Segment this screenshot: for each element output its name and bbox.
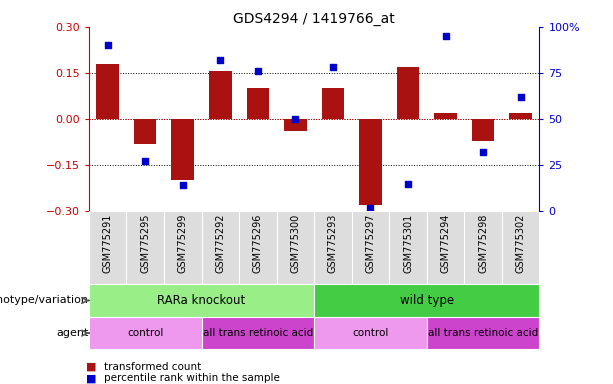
- Bar: [172, 119, 194, 180]
- Point: [140, 158, 150, 164]
- Text: all trans retinoic acid: all trans retinoic acid: [428, 328, 538, 338]
- Text: ■: ■: [86, 373, 96, 383]
- Text: GSM775291: GSM775291: [102, 214, 113, 273]
- Bar: [465, 211, 502, 284]
- Bar: [352, 211, 389, 284]
- Bar: [472, 119, 494, 141]
- Point: [291, 116, 300, 122]
- Bar: [359, 119, 382, 205]
- Bar: [314, 317, 427, 349]
- Bar: [314, 284, 539, 317]
- Point: [516, 94, 525, 100]
- Text: GSM775298: GSM775298: [478, 214, 488, 273]
- Bar: [509, 113, 532, 119]
- Point: [253, 68, 263, 74]
- Bar: [164, 211, 202, 284]
- Text: GSM775299: GSM775299: [178, 214, 188, 273]
- Text: genotype/variation: genotype/variation: [0, 295, 88, 306]
- Bar: [427, 317, 539, 349]
- Text: ■: ■: [86, 362, 96, 372]
- Text: GSM775292: GSM775292: [215, 214, 226, 273]
- Bar: [284, 119, 306, 131]
- Bar: [246, 88, 269, 119]
- Bar: [314, 211, 352, 284]
- Bar: [389, 211, 427, 284]
- Text: GSM775300: GSM775300: [291, 214, 300, 273]
- Bar: [427, 211, 465, 284]
- Point: [403, 180, 413, 187]
- Text: transformed count: transformed count: [104, 362, 202, 372]
- Bar: [96, 64, 119, 119]
- Text: GSM775297: GSM775297: [365, 214, 376, 273]
- Bar: [434, 113, 457, 119]
- Point: [103, 42, 113, 48]
- Bar: [209, 71, 232, 119]
- Point: [178, 182, 188, 189]
- Bar: [89, 211, 126, 284]
- Point: [365, 204, 375, 210]
- Text: GSM775293: GSM775293: [328, 214, 338, 273]
- Point: [215, 57, 225, 63]
- Title: GDS4294 / 1419766_at: GDS4294 / 1419766_at: [234, 12, 395, 26]
- Bar: [89, 284, 314, 317]
- Text: GSM775302: GSM775302: [516, 214, 526, 273]
- Bar: [126, 211, 164, 284]
- Bar: [322, 88, 344, 119]
- Point: [478, 149, 488, 155]
- Text: control: control: [127, 328, 164, 338]
- Text: GSM775301: GSM775301: [403, 214, 413, 273]
- Text: all trans retinoic acid: all trans retinoic acid: [203, 328, 313, 338]
- Bar: [502, 211, 539, 284]
- Bar: [276, 211, 314, 284]
- Text: GSM775294: GSM775294: [441, 214, 451, 273]
- Text: RARa knockout: RARa knockout: [158, 294, 246, 307]
- Text: percentile rank within the sample: percentile rank within the sample: [104, 373, 280, 383]
- Text: agent: agent: [56, 328, 88, 338]
- Bar: [239, 211, 276, 284]
- Point: [328, 65, 338, 71]
- Point: [441, 33, 451, 39]
- Bar: [134, 119, 156, 144]
- Bar: [397, 67, 419, 119]
- Bar: [202, 317, 314, 349]
- Text: GSM775295: GSM775295: [140, 214, 150, 273]
- Text: GSM775296: GSM775296: [253, 214, 263, 273]
- Text: wild type: wild type: [400, 294, 454, 307]
- Bar: [89, 317, 202, 349]
- Text: control: control: [352, 328, 389, 338]
- Bar: [202, 211, 239, 284]
